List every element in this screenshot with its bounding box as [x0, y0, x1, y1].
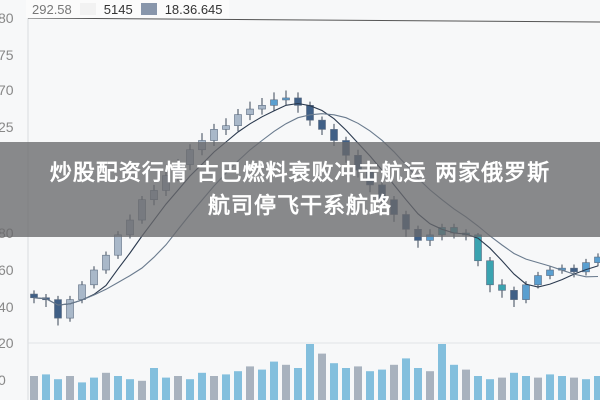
y-tick-label: 80 — [0, 10, 14, 26]
candle-body — [486, 260, 494, 286]
volume-bar — [258, 369, 266, 400]
volume-bar — [246, 366, 254, 400]
candle-body — [234, 114, 242, 126]
candle-body — [498, 284, 506, 291]
volume-bar — [270, 361, 278, 400]
volume-bar — [318, 353, 326, 400]
volume-bar — [438, 344, 446, 400]
volume-bar — [522, 376, 530, 400]
volume-bar — [510, 372, 518, 400]
legend-swatch-light — [79, 3, 96, 15]
volume-bar — [162, 377, 170, 400]
legend-swatch-blue — [140, 3, 157, 15]
candle-body — [78, 284, 86, 300]
candle-body — [294, 97, 302, 106]
volume-bar — [90, 377, 98, 400]
volume-bar — [594, 376, 600, 400]
candle-body — [306, 105, 314, 121]
volume-bar — [582, 379, 590, 400]
y-tick-label: 40 — [0, 299, 14, 315]
legend: 292.58 5145 18.36.645 — [26, 0, 229, 18]
volume-bar — [366, 371, 374, 400]
volume-bar — [138, 380, 146, 400]
volume-bar — [66, 376, 74, 400]
volume-bar — [330, 363, 338, 400]
volume-bar — [498, 377, 506, 400]
y-tick-label: 70 — [0, 82, 14, 98]
volume-bar — [78, 382, 86, 400]
candle-body — [114, 234, 122, 256]
y-tick-label: 0 — [0, 372, 6, 388]
volume-bar — [546, 374, 554, 400]
volume-bar — [354, 366, 362, 400]
ma-short-line — [33, 102, 599, 306]
y-tick-label: 20 — [0, 335, 14, 351]
volume-bar — [342, 368, 350, 400]
volume-bar — [198, 372, 206, 400]
volume-bar — [474, 376, 482, 400]
volume-bar — [30, 376, 38, 400]
candle-body — [570, 267, 578, 273]
candle-body — [66, 299, 74, 319]
legend-value-1: 292.58 — [32, 1, 72, 17]
volume-bar — [282, 364, 290, 400]
candle-body — [282, 97, 290, 101]
volume-bar — [426, 371, 434, 400]
volume-bar — [114, 376, 122, 400]
headline-banner: 炒股配资行情 古巴燃料衰败冲击航运 两家俄罗斯 航司停飞干系航路 — [0, 142, 600, 237]
candle-body — [222, 125, 230, 130]
volume-bar — [570, 377, 578, 400]
candle-body — [246, 108, 254, 115]
volume-bar — [378, 369, 386, 400]
candle-body — [30, 293, 38, 299]
candle-body — [270, 99, 278, 106]
candle-body — [582, 262, 590, 273]
candle-body — [522, 284, 530, 300]
volume-bar — [306, 344, 314, 400]
candle-body — [534, 275, 542, 286]
volume-bar — [150, 368, 158, 400]
volume-bar — [186, 379, 194, 400]
volume-bar — [102, 372, 110, 400]
y-tick-label: 25 — [0, 119, 14, 135]
volume-bar — [402, 358, 410, 400]
y-tick-label: 60 — [0, 262, 14, 278]
candle-body — [102, 254, 110, 271]
legend-value-2: 5145 — [103, 1, 133, 17]
volume-bar — [126, 379, 134, 400]
candle-body — [594, 256, 600, 263]
volume-bar — [42, 374, 50, 400]
volume-bar — [390, 364, 398, 400]
y-tick-label: 75 — [0, 47, 14, 63]
volume-bar — [462, 369, 470, 400]
volume-bar — [558, 376, 566, 400]
candle-body — [318, 119, 326, 130]
candle-body — [90, 269, 98, 286]
legend-value-3: 18.36.645 — [164, 1, 223, 17]
candle-body — [258, 105, 266, 110]
volume-bar — [174, 376, 182, 400]
headline-line-2: 航司停飞干系航路 — [207, 193, 392, 219]
volume-bar — [222, 374, 230, 400]
volume-bar — [210, 376, 218, 400]
volume-bar — [234, 371, 242, 400]
candle-body — [330, 129, 338, 141]
candle-body — [54, 299, 62, 319]
volume-bar — [450, 364, 458, 400]
top-border — [27, 17, 600, 23]
candle-body — [210, 129, 218, 141]
volume-bar — [54, 379, 62, 400]
ma-long-line — [33, 113, 599, 306]
candle-body — [546, 269, 554, 276]
candle-body — [510, 290, 518, 300]
volume-bar — [534, 377, 542, 400]
volume-bar — [294, 368, 302, 400]
volume-bar — [486, 379, 494, 400]
volume-bar — [414, 368, 422, 400]
headline-line-1: 炒股配资行情 古巴燃料衰败冲击航运 两家俄罗斯 — [49, 160, 551, 186]
